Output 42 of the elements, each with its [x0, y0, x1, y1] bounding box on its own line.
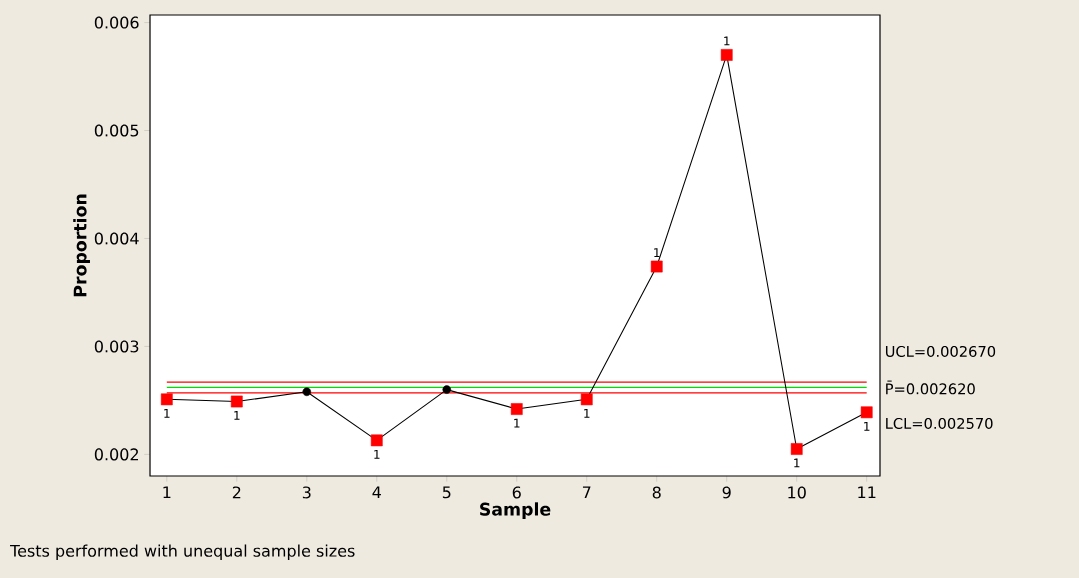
- annotation: 1: [864, 421, 870, 431]
- annotation: 1: [164, 408, 170, 418]
- point: [370, 434, 383, 447]
- point: [720, 49, 733, 61]
- ref-line-label: P̄=0.002620: [886, 380, 975, 395]
- x-tick-label: 1: [163, 486, 171, 499]
- x-tick-label: 10: [788, 486, 806, 499]
- point: [160, 393, 173, 406]
- x-tick-label: 11: [858, 486, 876, 499]
- x-tick-label: 9: [722, 486, 731, 499]
- x-tick-label: 5: [442, 486, 451, 499]
- x-tick-label: 7: [582, 486, 591, 499]
- annotation: 1: [654, 248, 660, 257]
- y-tick-label: 0.004: [94, 232, 139, 245]
- x-tick-label: 6: [512, 486, 521, 499]
- annotation: 1: [724, 36, 730, 46]
- x-tick-label: 2: [232, 486, 241, 499]
- annotation: 1: [234, 411, 240, 420]
- point: [580, 393, 593, 406]
- point: [510, 403, 523, 415]
- text: Tests performed with unequal sample sizes: [10, 544, 355, 560]
- x-tick-label: 3: [302, 486, 311, 499]
- ref-line-label: UCL=0.002670: [885, 345, 996, 358]
- y-tick-label: 0.006: [94, 16, 139, 29]
- x-tick-label: 8: [652, 486, 661, 499]
- y-axis-title: Proportion: [73, 194, 90, 297]
- ref-line-label: LCL=0.002570: [886, 417, 993, 430]
- annotation: 1: [374, 449, 380, 459]
- point: [650, 260, 663, 273]
- point: [302, 387, 312, 397]
- annotation: 1: [514, 418, 520, 428]
- point: [860, 406, 873, 419]
- x-tick-label: 4: [372, 486, 381, 499]
- y-tick-label: 0.002: [94, 448, 138, 461]
- annotation: 1: [584, 408, 590, 418]
- point: [442, 385, 452, 394]
- x-axis-title: Sample: [480, 502, 551, 520]
- point: [230, 395, 243, 408]
- point: [790, 443, 803, 455]
- y-tick-label: 0.003: [94, 340, 139, 353]
- y-tick-label: 0.005: [94, 124, 139, 137]
- annotation: 1: [794, 458, 800, 468]
